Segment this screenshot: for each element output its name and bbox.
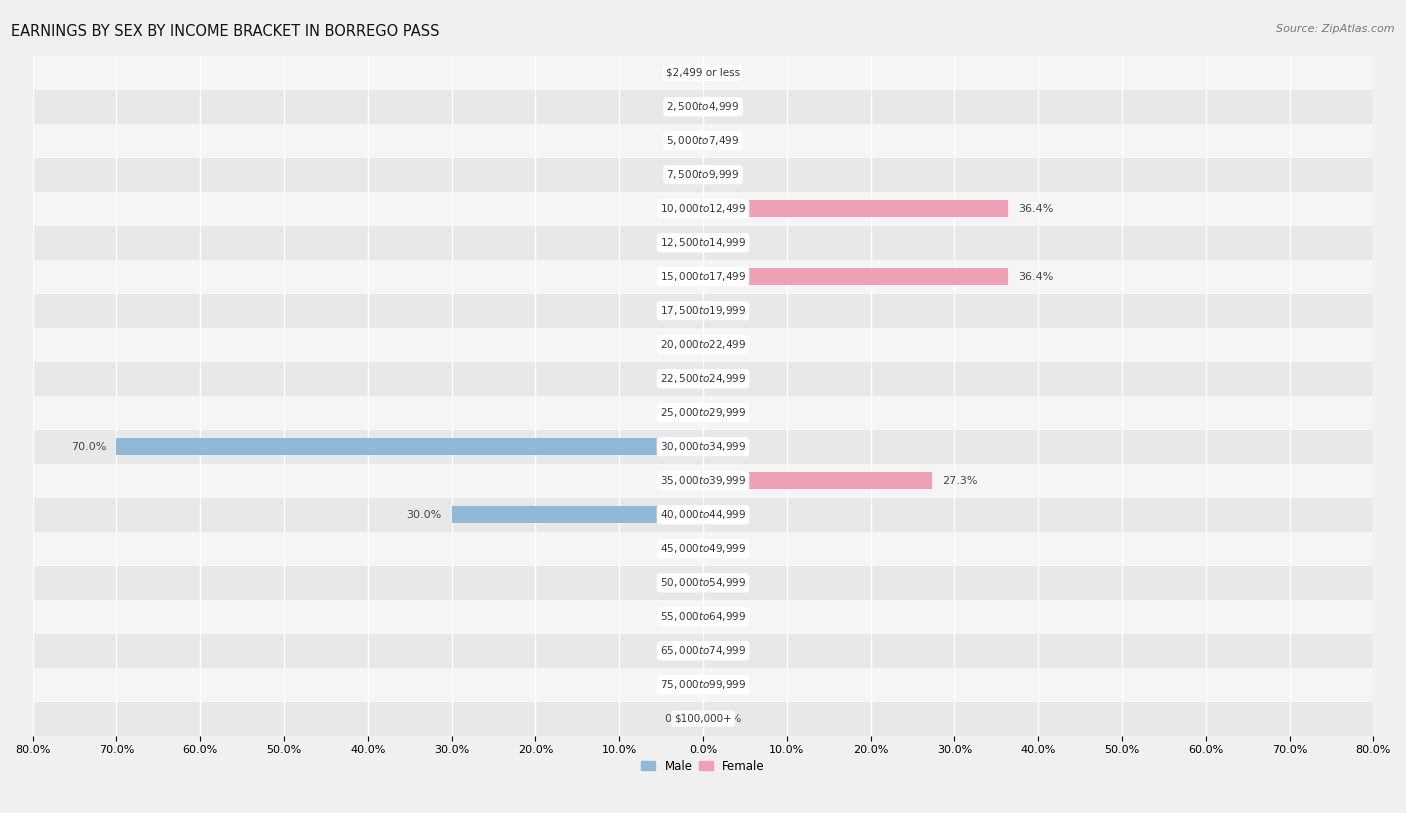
- Text: 0.0%: 0.0%: [713, 237, 741, 248]
- Text: 0.0%: 0.0%: [665, 340, 693, 350]
- Text: 0.0%: 0.0%: [713, 544, 741, 554]
- Text: 27.3%: 27.3%: [942, 476, 977, 485]
- Bar: [32, 55, 1374, 89]
- Text: 0.0%: 0.0%: [665, 544, 693, 554]
- Text: $7,500 to $9,999: $7,500 to $9,999: [666, 168, 740, 181]
- Bar: [32, 430, 1374, 463]
- Text: $40,000 to $44,999: $40,000 to $44,999: [659, 508, 747, 521]
- Bar: [451, 506, 703, 524]
- Bar: [32, 89, 1374, 124]
- Text: $2,500 to $4,999: $2,500 to $4,999: [666, 100, 740, 113]
- Text: 0.0%: 0.0%: [665, 272, 693, 281]
- Text: 0.0%: 0.0%: [713, 67, 741, 78]
- Text: 36.4%: 36.4%: [1018, 272, 1053, 281]
- Text: 0.0%: 0.0%: [665, 611, 693, 622]
- Bar: [32, 463, 1374, 498]
- Bar: [32, 192, 1374, 226]
- Bar: [32, 362, 1374, 396]
- Bar: [32, 600, 1374, 633]
- Text: 0.0%: 0.0%: [665, 646, 693, 656]
- Text: 0.0%: 0.0%: [713, 306, 741, 315]
- Text: 36.4%: 36.4%: [1018, 204, 1053, 214]
- Text: 0.0%: 0.0%: [713, 714, 741, 724]
- Bar: [32, 498, 1374, 532]
- Bar: [32, 667, 1374, 702]
- Text: 0.0%: 0.0%: [665, 578, 693, 588]
- Bar: [703, 268, 1008, 285]
- Text: 0.0%: 0.0%: [713, 611, 741, 622]
- Bar: [32, 259, 1374, 293]
- Text: $12,500 to $14,999: $12,500 to $14,999: [659, 236, 747, 249]
- Text: 0.0%: 0.0%: [713, 680, 741, 689]
- Text: Source: ZipAtlas.com: Source: ZipAtlas.com: [1277, 24, 1395, 34]
- Text: 0.0%: 0.0%: [665, 204, 693, 214]
- Legend: Male, Female: Male, Female: [637, 755, 769, 777]
- Text: 70.0%: 70.0%: [72, 441, 107, 452]
- Text: 0.0%: 0.0%: [713, 510, 741, 520]
- Text: $65,000 to $74,999: $65,000 to $74,999: [659, 644, 747, 657]
- Bar: [703, 200, 1008, 217]
- Bar: [32, 633, 1374, 667]
- Text: 0.0%: 0.0%: [665, 102, 693, 111]
- Text: $2,499 or less: $2,499 or less: [666, 67, 740, 78]
- Text: 0.0%: 0.0%: [713, 136, 741, 146]
- Bar: [32, 396, 1374, 430]
- Bar: [32, 328, 1374, 362]
- Text: 0.0%: 0.0%: [713, 170, 741, 180]
- Text: $20,000 to $22,499: $20,000 to $22,499: [659, 338, 747, 351]
- Text: 0.0%: 0.0%: [713, 407, 741, 418]
- Text: 0.0%: 0.0%: [665, 170, 693, 180]
- Bar: [32, 532, 1374, 566]
- Text: EARNINGS BY SEX BY INCOME BRACKET IN BORREGO PASS: EARNINGS BY SEX BY INCOME BRACKET IN BOR…: [11, 24, 440, 39]
- Text: 30.0%: 30.0%: [406, 510, 441, 520]
- Bar: [32, 566, 1374, 600]
- Text: $22,500 to $24,999: $22,500 to $24,999: [659, 372, 747, 385]
- Text: $30,000 to $34,999: $30,000 to $34,999: [659, 440, 747, 453]
- Text: 0.0%: 0.0%: [665, 136, 693, 146]
- Bar: [703, 472, 932, 489]
- Bar: [32, 226, 1374, 259]
- Text: $17,500 to $19,999: $17,500 to $19,999: [659, 304, 747, 317]
- Text: $75,000 to $99,999: $75,000 to $99,999: [659, 678, 747, 691]
- Text: $5,000 to $7,499: $5,000 to $7,499: [666, 134, 740, 147]
- Bar: [32, 158, 1374, 192]
- Bar: [32, 124, 1374, 158]
- Text: $10,000 to $12,499: $10,000 to $12,499: [659, 202, 747, 215]
- Bar: [32, 702, 1374, 736]
- Text: 0.0%: 0.0%: [665, 407, 693, 418]
- Text: 0.0%: 0.0%: [713, 578, 741, 588]
- Text: 0.0%: 0.0%: [665, 67, 693, 78]
- Text: 0.0%: 0.0%: [665, 714, 693, 724]
- Text: 0.0%: 0.0%: [665, 374, 693, 384]
- Text: $15,000 to $17,499: $15,000 to $17,499: [659, 270, 747, 283]
- Text: $25,000 to $29,999: $25,000 to $29,999: [659, 406, 747, 420]
- Text: 0.0%: 0.0%: [665, 476, 693, 485]
- Text: $55,000 to $64,999: $55,000 to $64,999: [659, 611, 747, 624]
- Text: $50,000 to $54,999: $50,000 to $54,999: [659, 576, 747, 589]
- Bar: [117, 438, 703, 455]
- Text: $100,000+: $100,000+: [673, 714, 733, 724]
- Text: 0.0%: 0.0%: [713, 646, 741, 656]
- Text: $45,000 to $49,999: $45,000 to $49,999: [659, 542, 747, 555]
- Text: 0.0%: 0.0%: [665, 237, 693, 248]
- Text: 0.0%: 0.0%: [713, 441, 741, 452]
- Text: $35,000 to $39,999: $35,000 to $39,999: [659, 474, 747, 487]
- Text: 0.0%: 0.0%: [665, 680, 693, 689]
- Text: 0.0%: 0.0%: [713, 340, 741, 350]
- Text: 0.0%: 0.0%: [713, 374, 741, 384]
- Text: 0.0%: 0.0%: [713, 102, 741, 111]
- Bar: [32, 293, 1374, 328]
- Text: 0.0%: 0.0%: [665, 306, 693, 315]
